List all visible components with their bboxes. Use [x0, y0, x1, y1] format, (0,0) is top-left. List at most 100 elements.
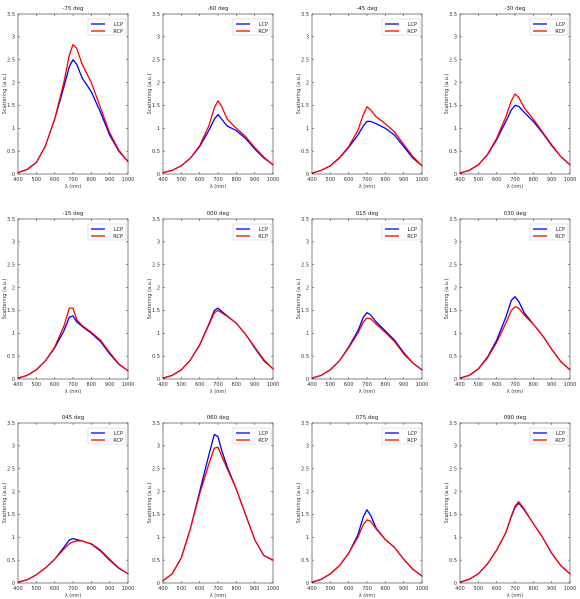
x-tick-label: 400 [158, 586, 168, 592]
x-tick-label: 800 [381, 177, 391, 183]
series-line-lcp [459, 104, 571, 174]
x-tick-label: 500 [326, 382, 336, 388]
y-tick-label: 2.5 [301, 467, 309, 473]
x-tick-label: 900 [547, 177, 557, 183]
x-tick-label: 700 [510, 382, 520, 388]
plot-frame [459, 422, 571, 584]
y-tick-label: 2 [12, 80, 15, 86]
y-axis-label: Scattering (a.u.) [147, 483, 153, 524]
legend-label-rcp: RCP [555, 234, 565, 240]
x-tick-label: 900 [105, 382, 115, 388]
legend-label-rcp: RCP [113, 29, 123, 35]
x-axis-label: λ (nm) [507, 184, 524, 190]
x-tick-label: 800 [87, 177, 97, 183]
x-tick-label: 500 [177, 177, 187, 183]
x-tick-label: 900 [250, 177, 260, 183]
x-tick-label: 900 [547, 382, 557, 388]
x-tick-label: 900 [399, 586, 409, 592]
y-tick-label: 1.5 [7, 308, 15, 314]
series-line-rcp [162, 100, 274, 174]
x-tick-label: 600 [50, 586, 60, 592]
plot-frame [162, 218, 274, 380]
chart-title: 060 deg [207, 415, 230, 421]
x-tick-label: 600 [492, 177, 502, 183]
x-tick-label: 400 [13, 382, 23, 388]
x-tick-label: 1000 [122, 177, 135, 183]
subplot: 000 deg 400 500 600 700 800 900 1000 0 0.5 1 1.5 2 2.… [147, 211, 279, 395]
y-tick-label: 0 [12, 377, 15, 383]
y-tick-label: 2 [157, 285, 160, 291]
legend-label-lcp: LCP [114, 22, 123, 28]
x-tick-label: 500 [474, 177, 484, 183]
subplot: 045 deg 400 500 600 700 800 900 1000 0 0.5 1 1.5 2 2.… [2, 415, 134, 599]
y-tick-label: 3 [12, 444, 15, 450]
y-tick-label: 2.5 [301, 263, 309, 269]
y-tick-label: 0.5 [152, 558, 160, 564]
y-tick-label: 2 [306, 80, 309, 86]
y-tick-label: 0 [454, 377, 457, 383]
x-axis-label: λ (nm) [359, 389, 376, 395]
y-tick-label: 1.5 [301, 103, 309, 109]
legend-label-lcp: LCP [408, 227, 417, 233]
y-axis-label: Scattering (a.u.) [296, 483, 302, 524]
chart-title: 075 deg [356, 415, 379, 421]
x-tick-label: 700 [68, 382, 78, 388]
legend-label-rcp: RCP [555, 438, 565, 444]
y-tick-label: 3 [306, 444, 309, 450]
legend-label-rcp: RCP [258, 29, 268, 35]
series-line-lcp [162, 113, 274, 174]
x-tick-label: 500 [177, 382, 187, 388]
y-axis-label: Scattering (a.u.) [296, 74, 302, 115]
subplot: -60 deg 400 500 600 700 800 900 1000 0 0.5 1 1.5 2 2.… [147, 6, 279, 190]
y-axis-label: Scattering (a.u.) [2, 483, 8, 524]
x-tick-label: 600 [492, 382, 502, 388]
series-line-rcp [162, 446, 274, 582]
y-tick-label: 1.5 [301, 512, 309, 518]
series-line-lcp [311, 312, 423, 379]
y-axis-label: Scattering (a.u.) [444, 279, 450, 320]
x-tick-label: 500 [474, 586, 484, 592]
x-tick-label: 800 [232, 586, 242, 592]
y-tick-label: 3 [12, 240, 15, 246]
legend-label-rcp: RCP [407, 234, 417, 240]
y-tick-label: 3.5 [152, 421, 160, 427]
y-axis-label: Scattering (a.u.) [444, 74, 450, 115]
x-tick-label: 1000 [416, 382, 429, 388]
x-tick-label: 700 [68, 586, 78, 592]
x-tick-label: 600 [344, 177, 354, 183]
series-line-rcp [459, 500, 571, 583]
x-tick-label: 600 [195, 177, 205, 183]
legend-label-lcp: LCP [556, 227, 565, 233]
y-tick-label: 3 [157, 240, 160, 246]
legend-label-lcp: LCP [556, 22, 565, 28]
y-tick-label: 1 [306, 535, 309, 541]
y-tick-label: 0 [454, 581, 457, 587]
y-tick-label: 1 [454, 126, 457, 132]
series-line-rcp [459, 306, 571, 379]
x-tick-label: 700 [213, 177, 223, 183]
legend-label-lcp: LCP [408, 22, 417, 28]
series-line-lcp [162, 433, 274, 582]
chart-title: -60 deg [207, 6, 228, 12]
x-tick-label: 800 [529, 586, 539, 592]
y-tick-label: 0.5 [449, 149, 457, 155]
subplot: 030 deg 400 500 600 700 800 900 1000 0 0.5 1 1.5 2 2.… [444, 211, 576, 395]
y-tick-label: 3 [157, 35, 160, 41]
chart-title: -75 deg [62, 6, 83, 12]
series-line-rcp [311, 106, 423, 174]
y-tick-label: 0.5 [152, 354, 160, 360]
y-tick-label: 0.5 [7, 149, 15, 155]
y-tick-label: 0 [306, 172, 309, 178]
y-tick-label: 3.5 [7, 12, 15, 18]
x-tick-label: 600 [50, 382, 60, 388]
y-tick-label: 3 [157, 444, 160, 450]
y-tick-label: 2.5 [301, 58, 309, 64]
y-tick-label: 3.5 [449, 217, 457, 223]
y-tick-label: 2 [454, 80, 457, 86]
x-tick-label: 1000 [416, 586, 429, 592]
x-tick-label: 700 [68, 177, 78, 183]
x-tick-label: 800 [381, 586, 391, 592]
x-tick-label: 400 [13, 586, 23, 592]
series-line-rcp [459, 93, 571, 174]
series-line-lcp [17, 59, 129, 174]
